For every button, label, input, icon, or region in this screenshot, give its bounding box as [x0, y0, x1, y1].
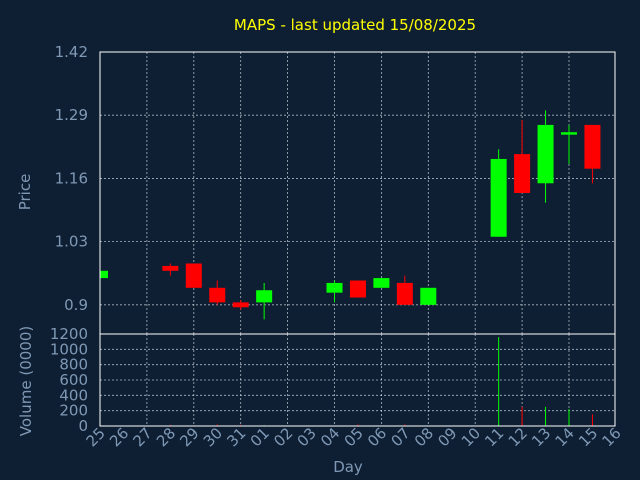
candle-body: [349, 280, 366, 298]
candle: [99, 270, 108, 279]
candle: [537, 110, 554, 203]
candle-body: [396, 282, 413, 305]
chart-title: MAPS - last updated 15/08/2025: [234, 16, 476, 34]
candle: [514, 120, 531, 193]
candle: [420, 287, 437, 305]
price-tick-label: 1.42: [55, 43, 88, 61]
candle-body: [326, 282, 343, 293]
price-axis-title: Price: [16, 174, 34, 211]
candle-body: [256, 290, 273, 303]
x-tick-label: 16: [598, 424, 624, 450]
candle-body: [185, 263, 202, 288]
candle-body: [100, 270, 108, 279]
x-axis-title: Day: [333, 458, 363, 476]
candle: [256, 282, 273, 320]
x-tick-label: 15: [575, 424, 601, 450]
x-tick-label: 10: [458, 424, 484, 450]
candle: [373, 278, 390, 288]
volume-tick-label: 400: [59, 386, 88, 404]
volume-tick-label: 1200: [50, 325, 88, 343]
x-tick-label: 14: [552, 424, 578, 450]
candle-body: [514, 154, 531, 193]
x-tick-label: 12: [505, 424, 531, 450]
candle-body: [490, 158, 507, 237]
x-tick-label: 30: [200, 424, 226, 450]
x-tick-label: 31: [223, 424, 249, 450]
candle-body: [162, 265, 179, 271]
candle: [232, 299, 249, 310]
volume-tick-label: 200: [59, 402, 88, 420]
candle-body: [584, 124, 601, 169]
x-tick-label: 02: [270, 424, 296, 450]
x-tick-label: 13: [528, 424, 554, 450]
volume-tick-label: 600: [59, 371, 88, 389]
volume-tick-label: 1000: [50, 340, 88, 358]
x-tick-label: 26: [106, 424, 132, 450]
price-tick-label: 0.9: [64, 296, 88, 314]
x-tick-label: 29: [176, 424, 202, 450]
candles: [99, 110, 601, 320]
candle: [162, 263, 179, 276]
candle-body: [561, 132, 577, 135]
candle: [349, 280, 366, 298]
x-tick-label: 11: [481, 424, 507, 450]
candle: [209, 280, 226, 305]
x-tick-label: 27: [129, 424, 155, 450]
volume-axis-title: Volume (0000): [17, 326, 35, 436]
x-tick-label: 05: [341, 424, 367, 450]
x-tick-label: 01: [247, 424, 273, 450]
candle: [561, 124, 577, 164]
candle: [326, 280, 343, 303]
x-tick-label: 03: [294, 424, 320, 450]
candle: [396, 275, 413, 305]
volume-gridlines: [100, 334, 615, 426]
x-tick-label: 28: [153, 424, 179, 450]
candle: [584, 124, 601, 184]
candle: [490, 149, 507, 237]
x-tick-label: 06: [364, 424, 390, 450]
x-axis-ticks: 2526272829303101020304050607080910111213…: [83, 424, 625, 450]
price-tick-label: 1.16: [55, 169, 88, 187]
volume-tick-label: 0: [78, 417, 88, 435]
price-tick-label: 1.29: [55, 106, 88, 124]
candle-body: [373, 278, 390, 288]
candle-body: [232, 302, 249, 308]
x-tick-label: 04: [317, 424, 343, 450]
x-tick-label: 07: [387, 424, 413, 450]
candle: [185, 263, 202, 288]
price-axis-ticks: 1.42 1.29 1.16 1.03 0.9: [55, 43, 88, 314]
volume-tick-label: 800: [59, 356, 88, 374]
volume-plot-frame: [99, 333, 616, 427]
candle-body: [209, 287, 226, 303]
candle-body: [420, 287, 437, 305]
x-tick-label: 08: [411, 424, 437, 450]
price-tick-label: 1.03: [55, 233, 88, 251]
candle-body: [537, 124, 554, 184]
x-tick-label: 09: [434, 424, 460, 450]
